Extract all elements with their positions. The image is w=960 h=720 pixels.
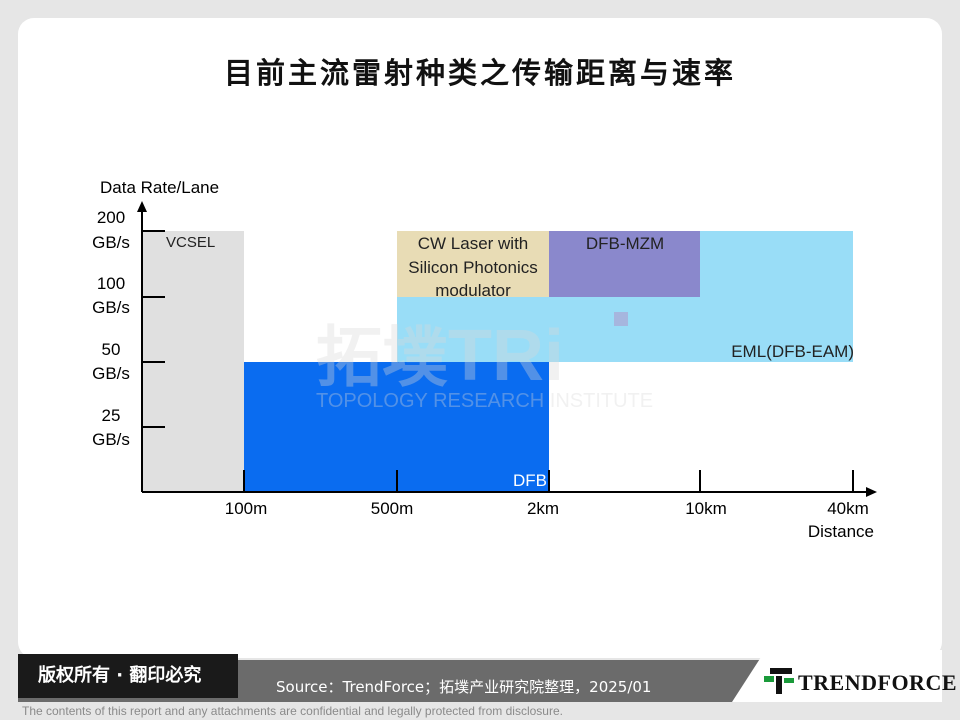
watermark-sub: TOPOLOGY RESEARCH INSTITUTE bbox=[316, 390, 653, 412]
label-cw-line1: CW Laser with bbox=[418, 234, 529, 253]
x-tick-label-100m: 100m bbox=[225, 499, 268, 518]
y-axis-title: Data Rate/Lane bbox=[100, 178, 219, 197]
x-tick-label-500m: 500m bbox=[371, 499, 414, 518]
y-tick-label-25: 25 bbox=[102, 406, 121, 425]
watermark: 拓墣 TRi TOPOLOGY RESEARCH INSTITUTE bbox=[316, 312, 653, 412]
block-dfb-mzm bbox=[549, 231, 700, 297]
watermark-dot bbox=[614, 312, 628, 326]
trendforce-logo-icon bbox=[764, 668, 794, 694]
page-title: 目前主流雷射种类之传输距离与速率 bbox=[223, 56, 736, 90]
disclaimer: The contents of this report and any atta… bbox=[22, 704, 563, 718]
x-tick-label-2km: 2km bbox=[527, 499, 559, 518]
label-dfb-mzm: DFB-MZM bbox=[586, 234, 664, 253]
x-axis-title: Distance bbox=[808, 522, 874, 541]
y-tick-label-100: 100 bbox=[97, 274, 125, 293]
watermark-en: TRi bbox=[448, 316, 564, 396]
label-eml: EML(DFB-EAM) bbox=[731, 342, 854, 361]
block-cw-laser bbox=[397, 231, 549, 297]
copyright-notice: 版权所有 · 翻印必究 bbox=[18, 654, 238, 698]
trendforce-logo-text: TRENDFORCE bbox=[798, 670, 958, 695]
y-axis-arrow bbox=[137, 201, 147, 212]
label-vcsel: VCSEL bbox=[166, 234, 215, 251]
label-dfb: DFB bbox=[513, 471, 547, 490]
label-cw-line3: modulator bbox=[435, 281, 511, 300]
y-tick-label-50-unit: GB/s bbox=[92, 364, 130, 383]
y-tick-label-25-unit: GB/s bbox=[92, 430, 130, 449]
x-tick-label-10km: 10km bbox=[685, 499, 727, 518]
y-tick-label-100-unit: GB/s bbox=[92, 298, 130, 317]
label-cw-line2: Silicon Photonics bbox=[408, 258, 537, 277]
x-axis-arrow bbox=[866, 487, 877, 497]
source-note: Source：TrendForce；拓墣产业研究院整理，2025/01 bbox=[276, 678, 652, 696]
y-tick-label-200: 200 bbox=[97, 208, 125, 227]
y-tick-label-200-unit: GB/s bbox=[92, 233, 130, 252]
watermark-cn: 拓墣 bbox=[316, 319, 448, 396]
y-tick-label-50: 50 bbox=[102, 340, 121, 359]
x-tick-label-40km: 40km bbox=[827, 499, 869, 518]
